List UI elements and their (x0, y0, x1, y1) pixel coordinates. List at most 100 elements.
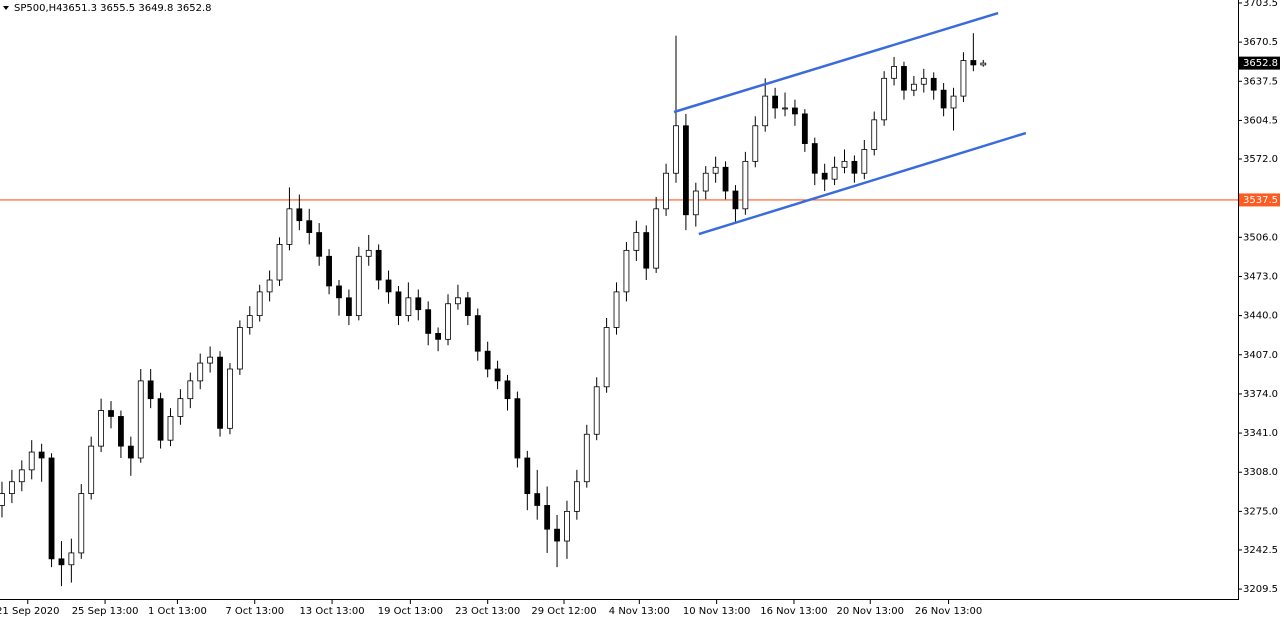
candle-body (425, 309, 432, 334)
candle-body (306, 220, 313, 233)
candle-body (871, 119, 878, 150)
candle-body (0, 493, 5, 506)
candle-body (504, 380, 511, 400)
last-price-label: 3652.8 (1243, 58, 1278, 69)
level-label-box (1239, 193, 1280, 207)
candle-body (970, 60, 977, 66)
candle-body (583, 433, 590, 483)
x-tick-label: 20 Nov 13:00 (837, 606, 904, 616)
candle-body (573, 481, 580, 512)
candle-body (98, 410, 105, 447)
candle-body (692, 190, 699, 216)
candle-body (653, 208, 660, 269)
candle-body (38, 451, 45, 459)
candle-body (544, 505, 551, 530)
candle-body (246, 315, 253, 328)
candle-body (623, 249, 630, 293)
candle-body (296, 208, 303, 222)
candle-body (554, 528, 560, 542)
candle-body (603, 327, 610, 388)
header-values: 3651.3 3655.5 3649.8 3652.8 (62, 3, 212, 14)
candle-body (683, 125, 689, 216)
candle-body (950, 95, 957, 109)
candle-body (28, 451, 35, 471)
candle-body (68, 552, 75, 566)
y-tick-label: 3374.0 (1243, 389, 1278, 400)
trend-line (698, 131, 1027, 236)
x-tick-label: 10 Nov 13:00 (683, 606, 750, 616)
candle-body (782, 107, 788, 110)
candle-body (861, 149, 868, 174)
candle-body (385, 279, 392, 293)
y-tick-label: 3209.5 (1243, 584, 1278, 595)
x-tick-label: 25 Sep 13:00 (72, 606, 139, 616)
candle-body (762, 95, 769, 127)
last-price-box (1239, 56, 1280, 70)
candle-body (276, 244, 283, 281)
x-tick-label: 7 Oct 13:00 (225, 606, 284, 616)
y-tick-label: 3242.5 (1243, 545, 1278, 556)
candle-body (494, 368, 501, 382)
candle-body (197, 362, 204, 382)
x-tick-label: 19 Oct 13:00 (378, 606, 443, 616)
candle-body (127, 445, 134, 459)
candle-body (118, 416, 124, 447)
candle-body (88, 445, 95, 494)
candle-body (940, 89, 947, 109)
y-tick-label: 3572.0 (1243, 154, 1278, 165)
candle-body (345, 297, 352, 317)
candle-body (663, 172, 669, 210)
candle-body (901, 66, 907, 91)
candle-body (673, 125, 679, 174)
y-tick-label: 3670.5 (1243, 37, 1278, 48)
candle-body (177, 398, 184, 417)
candle-body (435, 333, 442, 340)
y-tick-label: 3473.0 (1243, 271, 1278, 282)
candle-body (48, 457, 55, 560)
candle-body (821, 172, 828, 180)
candle-body (593, 386, 600, 435)
candle-body (980, 62, 987, 66)
y-tick-label: 3341.0 (1243, 428, 1278, 439)
candle-body (960, 60, 967, 97)
candle-body (227, 368, 233, 429)
candle-body (464, 297, 471, 317)
candle-body (613, 291, 620, 328)
symbol: SP500,H4 (14, 3, 63, 14)
candle-body (137, 380, 144, 459)
candle-body (851, 160, 858, 174)
candle-body (930, 77, 937, 91)
x-tick-label: 26 Nov 13:00 (915, 606, 982, 616)
candle-body (841, 160, 848, 168)
x-tick-label: 23 Oct 13:00 (455, 606, 520, 616)
candle-body (78, 493, 85, 554)
candle-body (891, 66, 897, 79)
candle-body (920, 77, 927, 85)
y-tick-label: 3275.0 (1243, 506, 1278, 517)
candle-body (236, 327, 243, 370)
candle-body (167, 416, 174, 441)
candle-body (286, 208, 293, 245)
candle-body (514, 398, 521, 459)
candle-body (811, 143, 818, 174)
candle-body (256, 291, 263, 317)
candle-body (18, 469, 25, 483)
candle-body (355, 255, 362, 317)
y-tick-label: 3440.0 (1243, 311, 1278, 322)
candle-body (792, 107, 798, 115)
candle-body (643, 232, 650, 269)
candle-body (207, 356, 214, 364)
candle-body (58, 558, 65, 566)
candle-body (405, 297, 412, 317)
candle-body (772, 95, 779, 109)
x-tick-label: 29 Oct 12:00 (531, 606, 596, 616)
candle-body (187, 380, 194, 400)
x-tick-label: 1 Oct 13:00 (148, 606, 207, 616)
candle-body (752, 125, 759, 162)
y-tick-label: 3604.5 (1243, 115, 1278, 126)
x-tick-label: 16 Nov 13:00 (760, 606, 827, 616)
x-tick-label: 4 Nov 13:00 (609, 606, 670, 616)
candle-body (732, 190, 739, 210)
